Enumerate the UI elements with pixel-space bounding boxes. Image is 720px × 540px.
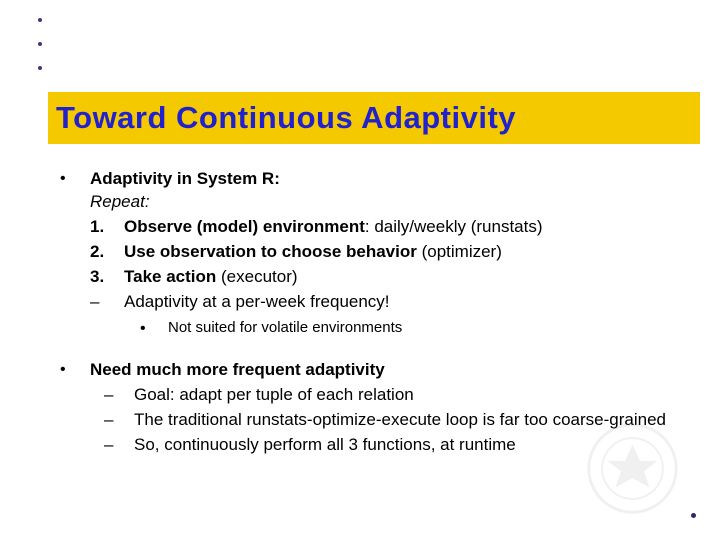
list-item: – Adaptivity at a per-week frequency! [90, 291, 680, 314]
dot-icon [38, 42, 42, 46]
decor-dots [38, 18, 42, 90]
title-bar: Toward Continuous Adaptivity [48, 92, 700, 144]
dash-marker: – [90, 409, 134, 432]
item-text: Goal: adapt per tuple of each relation [134, 384, 680, 407]
dash-marker: – [90, 434, 134, 457]
bullet-marker: • [60, 168, 90, 339]
bullet-marker: • [140, 318, 168, 340]
list-item: 2. Use observation to choose behavior (o… [90, 241, 680, 264]
bullet-marker: • [60, 359, 90, 459]
item-number: 3. [90, 266, 124, 289]
item-number: 1. [90, 216, 124, 239]
item-text: Take action (executor) [124, 266, 680, 289]
seal-watermark-icon [585, 421, 680, 516]
list-item: 1. Observe (model) environment: daily/we… [90, 216, 680, 239]
slide-title: Toward Continuous Adaptivity [56, 100, 516, 136]
numbered-list: 1. Observe (model) environment: daily/we… [90, 216, 680, 314]
bullet-body: Adaptivity in System R: Repeat: 1. Obser… [90, 168, 680, 339]
section1-subhead: Repeat: [90, 191, 680, 214]
list-item: 3. Take action (executor) [90, 266, 680, 289]
dash-marker: – [90, 384, 134, 407]
sub-bullet-text: Not suited for volatile environments [168, 318, 402, 340]
item-text: Use observation to choose behavior (opti… [124, 241, 680, 264]
sub-bullet: • Not suited for volatile environments [140, 318, 680, 340]
dot-icon [38, 66, 42, 70]
bullet-section-1: • Adaptivity in System R: Repeat: 1. Obs… [60, 168, 680, 339]
item-text: Observe (model) environment: daily/weekl… [124, 216, 680, 239]
item-text: Adaptivity at a per-week frequency! [124, 291, 680, 314]
item-number: 2. [90, 241, 124, 264]
corner-dot-icon [691, 513, 696, 518]
section2-heading: Need much more frequent adaptivity [90, 359, 680, 382]
section1-heading: Adaptivity in System R: [90, 168, 680, 191]
dot-icon [38, 18, 42, 22]
slide-body: • Adaptivity in System R: Repeat: 1. Obs… [60, 168, 680, 463]
dash-marker: – [90, 291, 124, 314]
list-item: – Goal: adapt per tuple of each relation [90, 384, 680, 407]
